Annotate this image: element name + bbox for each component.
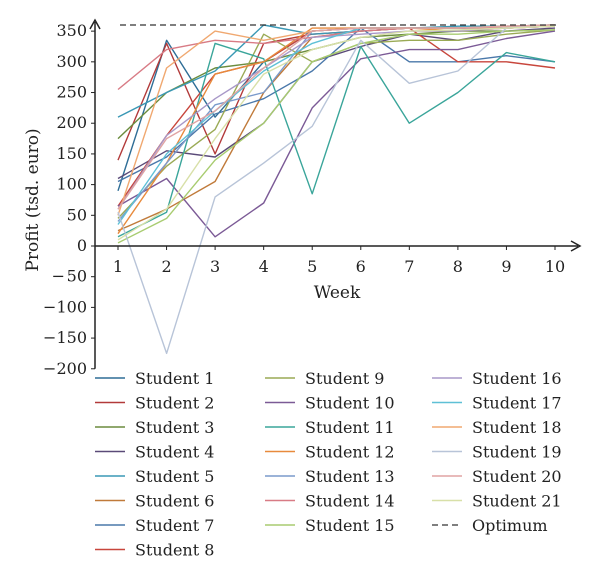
series-line-student-7	[117, 27, 556, 183]
x-tick-label: 2	[161, 257, 171, 276]
x-tick-label: 7	[404, 257, 414, 276]
legend-label: Student 5	[135, 467, 214, 486]
y-tick-label: 350	[56, 21, 87, 40]
legend-label: Student 6	[135, 492, 214, 511]
legend-label: Student 15	[305, 516, 395, 535]
legend-label: Student 16	[472, 369, 562, 388]
legend-label: Student 18	[472, 418, 562, 437]
legend-label: Student 11	[305, 418, 395, 437]
y-tick-label: 0	[77, 236, 87, 255]
legend-item-student-16: Student 16	[432, 369, 562, 388]
y-axis-label: Profit (tsd. euro)	[23, 128, 43, 271]
legend-item-student-11: Student 11	[265, 418, 395, 437]
legend-item-student-7: Student 7	[95, 516, 214, 535]
plot-lines	[117, 24, 558, 355]
y-tick-label: − 50	[52, 267, 87, 286]
legend-item-student-5: Student 5	[95, 467, 214, 486]
legend-item-student-1: Student 1	[95, 369, 214, 388]
legend-item-student-3: Student 3	[95, 418, 214, 437]
legend-label: Student 3	[135, 418, 214, 437]
legend-label: Student 14	[305, 492, 395, 511]
legend-item-student-8: Student 8	[95, 541, 214, 560]
legend-item-student-12: Student 12	[265, 443, 395, 462]
y-tick-label: −150	[43, 328, 87, 347]
legend-item-student-13: Student 13	[265, 467, 395, 486]
legend-item-student-19: Student 19	[432, 443, 562, 462]
y-tick-label: 100	[56, 175, 87, 194]
legend-item-student-18: Student 18	[432, 418, 562, 437]
series-line-student-4	[117, 27, 556, 180]
series-line-student-21	[117, 25, 556, 241]
y-tick-label: 50	[67, 205, 87, 224]
legend-label: Student 20	[472, 467, 562, 486]
x-tick-label: 1	[113, 257, 123, 276]
legend-label: Student 12	[305, 443, 395, 462]
series-line-student-20	[117, 24, 556, 210]
y-tick-label: 250	[56, 83, 87, 102]
y-axis-arrow	[89, 18, 101, 30]
legend-item-student-17: Student 17	[432, 394, 562, 413]
series-line-student-15	[117, 29, 556, 244]
legend-item-optimum: Optimum	[432, 516, 548, 535]
legend-label: Student 7	[135, 516, 214, 535]
y-tick-label: 300	[56, 52, 87, 71]
y-tick-label: −100	[43, 297, 87, 316]
x-axis-label: Week	[314, 283, 361, 303]
x-tick-label: 10	[545, 257, 565, 276]
legend-item-student-15: Student 15	[265, 516, 395, 535]
series-line-student-11	[117, 42, 556, 238]
series-line-student-5	[117, 24, 556, 118]
legend-label: Student 21	[472, 492, 562, 511]
tick-labels: 350 300 250 200 150 100 50 0 − 50 −100 −150 −200 1 2 3…	[43, 21, 565, 378]
axes	[89, 18, 582, 369]
legend-item-student-14: Student 14	[265, 492, 395, 511]
legend-item-student-21: Student 21	[432, 492, 562, 511]
legend-label: Student 8	[135, 541, 214, 560]
legend-label: Optimum	[472, 516, 548, 535]
series-line-student-14	[117, 25, 556, 91]
legend-label: Student 19	[472, 443, 562, 462]
legend-item-student-9: Student 9	[265, 369, 384, 388]
legend-label: Student 1	[135, 369, 214, 388]
series-line-student-19	[117, 24, 556, 355]
x-tick-label: 6	[356, 257, 366, 276]
legend-label: Student 13	[305, 467, 395, 486]
x-tick-label: 8	[453, 257, 463, 276]
legend-item-student-10: Student 10	[265, 394, 395, 413]
x-tick-label: 3	[210, 257, 220, 276]
legend-label: Student 2	[135, 394, 214, 413]
x-tick-label: 9	[501, 257, 511, 276]
y-tick-label: −200	[43, 359, 87, 378]
x-axis-arrow	[570, 240, 582, 252]
legend-item-student-20: Student 20	[432, 467, 562, 486]
legend-item-student-6: Student 6	[95, 492, 214, 511]
legend-item-student-2: Student 2	[95, 394, 214, 413]
legend-item-student-4: Student 4	[95, 443, 214, 462]
x-tick-label: 4	[259, 257, 269, 276]
legend: Student 1 Student 2 Student 3 Student 4 Stud…	[95, 369, 562, 560]
legend-label: Student 9	[305, 369, 384, 388]
legend-label: Student 10	[305, 394, 395, 413]
legend-label: Student 4	[135, 443, 214, 462]
y-tick-label: 150	[56, 144, 87, 163]
x-tick-label: 5	[307, 257, 317, 276]
legend-label: Student 17	[472, 394, 562, 413]
y-tick-label: 200	[56, 113, 87, 132]
